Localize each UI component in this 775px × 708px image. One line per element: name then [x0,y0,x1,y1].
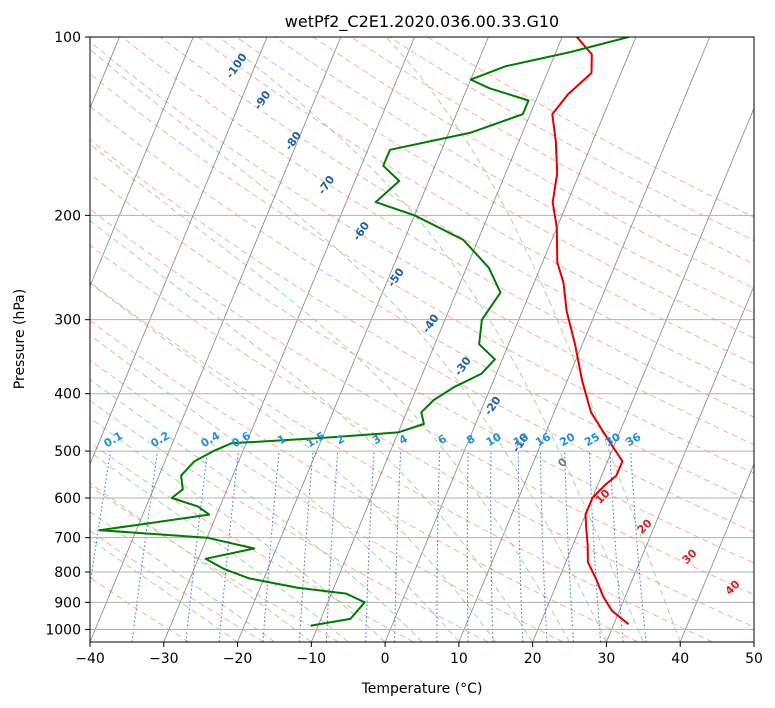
y-ticks: 100 200 300 400 500 600 700 800 900 1000 [45,30,90,638]
mixing-ratio-line [630,451,647,642]
dry-adiabat [90,400,489,642]
dry-adiabat [90,105,754,503]
chart-title: wetPf2_C2E1.2020.036.00.33.G10 [285,12,559,32]
dry-adiabat [198,37,754,365]
y-tick-label: 400 [54,387,81,403]
isotherm [310,37,563,642]
dry-adiabat [90,530,265,642]
plot-frame [89,36,755,643]
moist-adiabat [219,37,644,642]
plot-area [90,37,754,642]
dry-adiabat [90,244,754,628]
mixing-ratio-line [90,451,112,589]
dry-adiabat [90,485,339,642]
background-lines [90,37,754,642]
grid-lines [90,37,754,630]
y-tick-label: 100 [54,30,81,46]
mixing-ratio-line [262,451,280,642]
y-tick-label: 1000 [45,622,81,638]
x-tick-label: −10 [297,651,327,667]
x-tick-label: 20 [524,651,542,667]
dry-adiabat [312,37,754,289]
isotherm [679,463,754,642]
x-tick-label: 30 [598,651,616,667]
y-tick-label: 700 [54,531,81,547]
moist-adiabat [90,538,238,642]
isotherm [90,37,342,642]
y-tick-label: 300 [54,313,81,329]
isotherm [163,37,415,642]
mixing-ratio-line [185,451,209,642]
x-tick-label: 10 [450,651,468,667]
temperature-profile-line [551,37,630,625]
x-tick-label: 50 [745,651,763,667]
y-tick-label: 500 [54,444,81,460]
x-tick-label: −20 [223,651,253,667]
x-axis-label: Temperature (°C) [361,681,483,697]
x-tick-label: −40 [75,651,105,667]
x-tick-label: 0 [381,651,390,667]
isotherm [606,285,754,642]
mixing-ratio-line [218,451,239,642]
moist-adiabat [90,378,423,642]
x-tick-label: −30 [149,651,179,667]
dry-adiabat [90,320,639,642]
x-tick-label: 40 [671,651,689,667]
isotherm [90,37,194,288]
isotherm [384,37,637,642]
y-axis-label: Pressure (hPa) [12,289,28,389]
dry-adiabat [90,281,713,642]
x-ticks: −40 −30 −20 −10 0 10 20 30 40 50 [75,642,763,667]
moist-adiabat [385,37,681,642]
isotherm [532,107,754,642]
moist-adiabat [90,219,534,642]
y-tick-label: 200 [54,208,81,224]
moist-adiabat [90,451,349,642]
dry-adiabat [90,173,754,564]
dry-adiabat [159,37,754,391]
moist-adiabat [90,282,497,642]
isotherm [458,37,711,642]
moist-adiabat [90,48,607,642]
mixing-ratio-line [609,451,624,642]
dry-adiabat [90,359,564,642]
y-tick-label: 900 [54,595,81,611]
moist-adiabat [90,143,571,642]
moist-adiabat [90,334,460,642]
moist-adiabat [90,511,275,642]
y-tick-label: 600 [54,491,81,507]
dry-adiabat [90,73,754,474]
dry-adiabat [274,37,754,314]
profile-lines [98,37,630,627]
dry-adiabat [90,208,754,596]
y-tick-label: 800 [54,565,81,581]
moist-adiabat [90,417,386,642]
isotherm [90,37,268,466]
dewpoint-profile-line [98,37,629,627]
